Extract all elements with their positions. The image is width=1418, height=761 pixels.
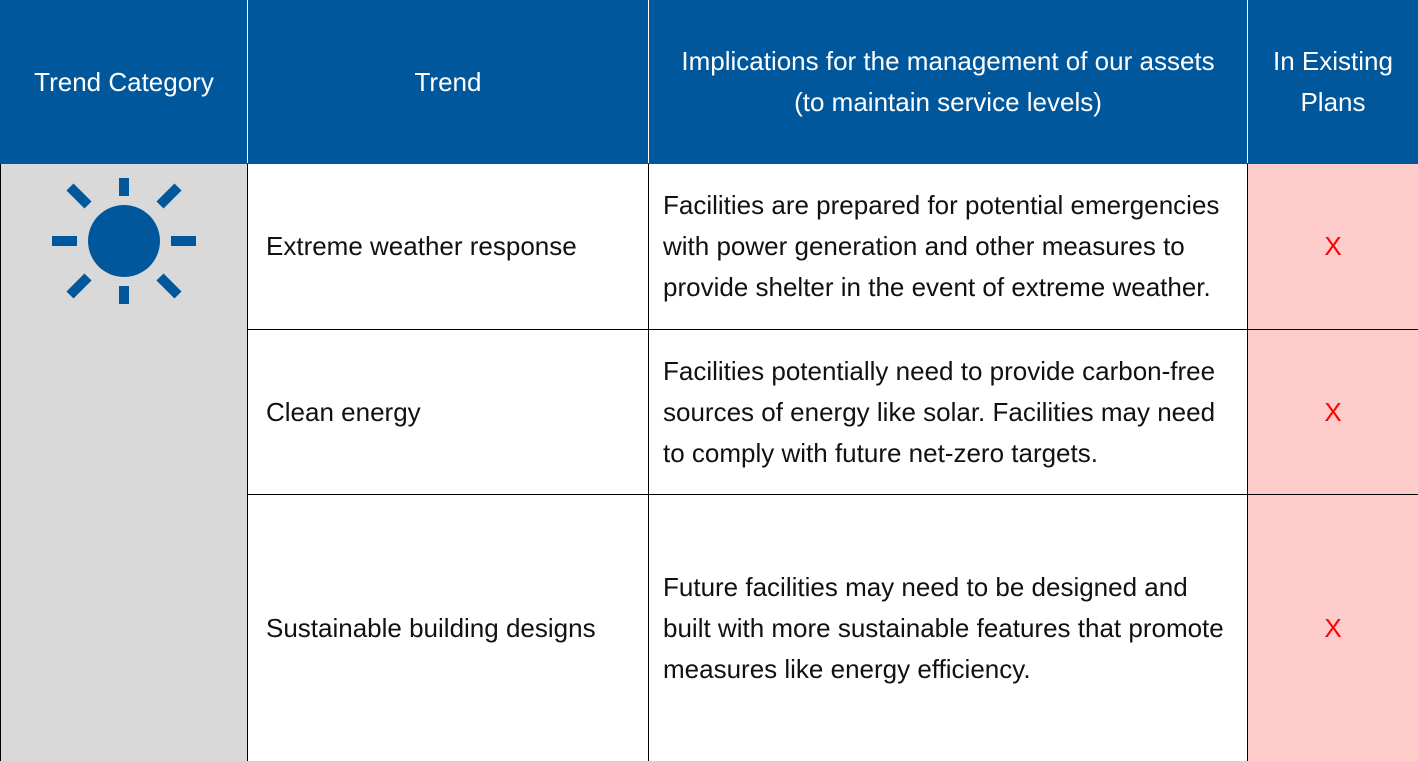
row: Extreme weather response Facilities are … [0,163,1418,761]
header-cell: In Existing Plans [1247,0,1418,164]
trend-cell: Extreme weather response [247,163,649,330]
trend-cell: Sustainable building designs [247,494,649,761]
category-cell [0,163,248,761]
plan-cell: X [1247,163,1418,330]
header-cell: Implications for the management of our a… [648,0,1248,164]
header-cell: Trend Category [0,0,248,164]
sun-icon [52,178,196,304]
implication-cell: Future facilities may need to be designe… [648,494,1248,761]
header-cell: Trend [247,0,649,164]
implication-cell: Facilities are prepared for potential em… [648,163,1248,330]
plan-cell: X [1247,494,1418,761]
row: Sustainable building designs Future faci… [1,494,1418,761]
plan-cell: X [1247,329,1418,495]
implication-cell: Facilities potentially need to provide c… [648,329,1248,495]
header-row: Trend Category Trend Implications for th… [0,0,1418,164]
row: Clean energy Facilities potentially need… [1,329,1418,495]
trend-cell: Clean energy [247,329,649,495]
